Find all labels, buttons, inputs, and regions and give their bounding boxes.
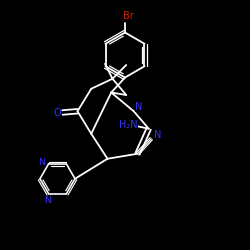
- Text: N: N: [154, 130, 161, 140]
- Text: N: N: [38, 158, 45, 167]
- Text: N: N: [134, 102, 142, 112]
- Text: H₂N: H₂N: [119, 120, 138, 130]
- Text: N: N: [44, 196, 51, 205]
- Text: O: O: [53, 108, 61, 118]
- Text: Br: Br: [124, 11, 134, 21]
